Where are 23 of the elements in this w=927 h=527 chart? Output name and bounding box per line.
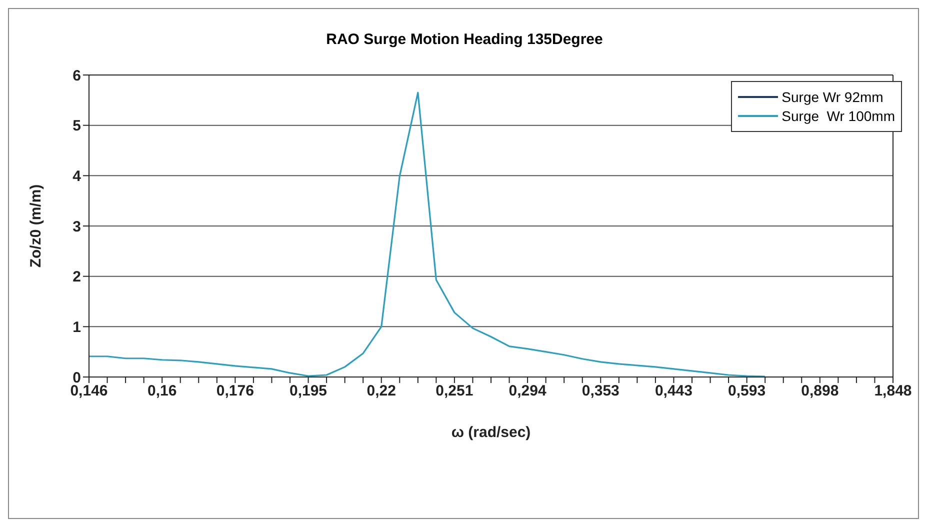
y-tick-label: 6 [72,67,81,84]
y-tick-label: 1 [72,318,81,336]
x-axis-title: ω (rad/sec) [451,424,531,441]
x-tick-label: 0,353 [582,382,620,400]
x-tick-label: 0,593 [728,382,766,400]
x-tick-label: 0,22 [366,382,396,400]
x-tick-label: 0,176 [216,382,254,400]
x-tick-label: 0,898 [801,382,839,400]
y-axis-title: Zo/z0 (m/m) [27,184,44,268]
y-tick-label: 4 [72,168,82,185]
y-tick-label: 2 [72,268,81,286]
line-series [88,92,766,377]
x-tick-label: 0,195 [290,382,328,400]
x-tick-label: 0,294 [508,382,547,400]
x-tick-label: 0,251 [436,382,474,400]
y-tick-label: 3 [72,218,81,236]
x-tick-label: 0,16 [147,382,177,400]
chart-title: RAO Surge Motion Heading 135Degree [325,31,604,48]
legend-label: Surge Wr 100mm [782,108,895,124]
x-tick-label: 1,848 [874,382,912,400]
x-tick-label: 0,443 [654,382,692,400]
y-tick-label: 5 [72,118,81,135]
legend-label: Surge Wr 92mm [782,89,884,105]
